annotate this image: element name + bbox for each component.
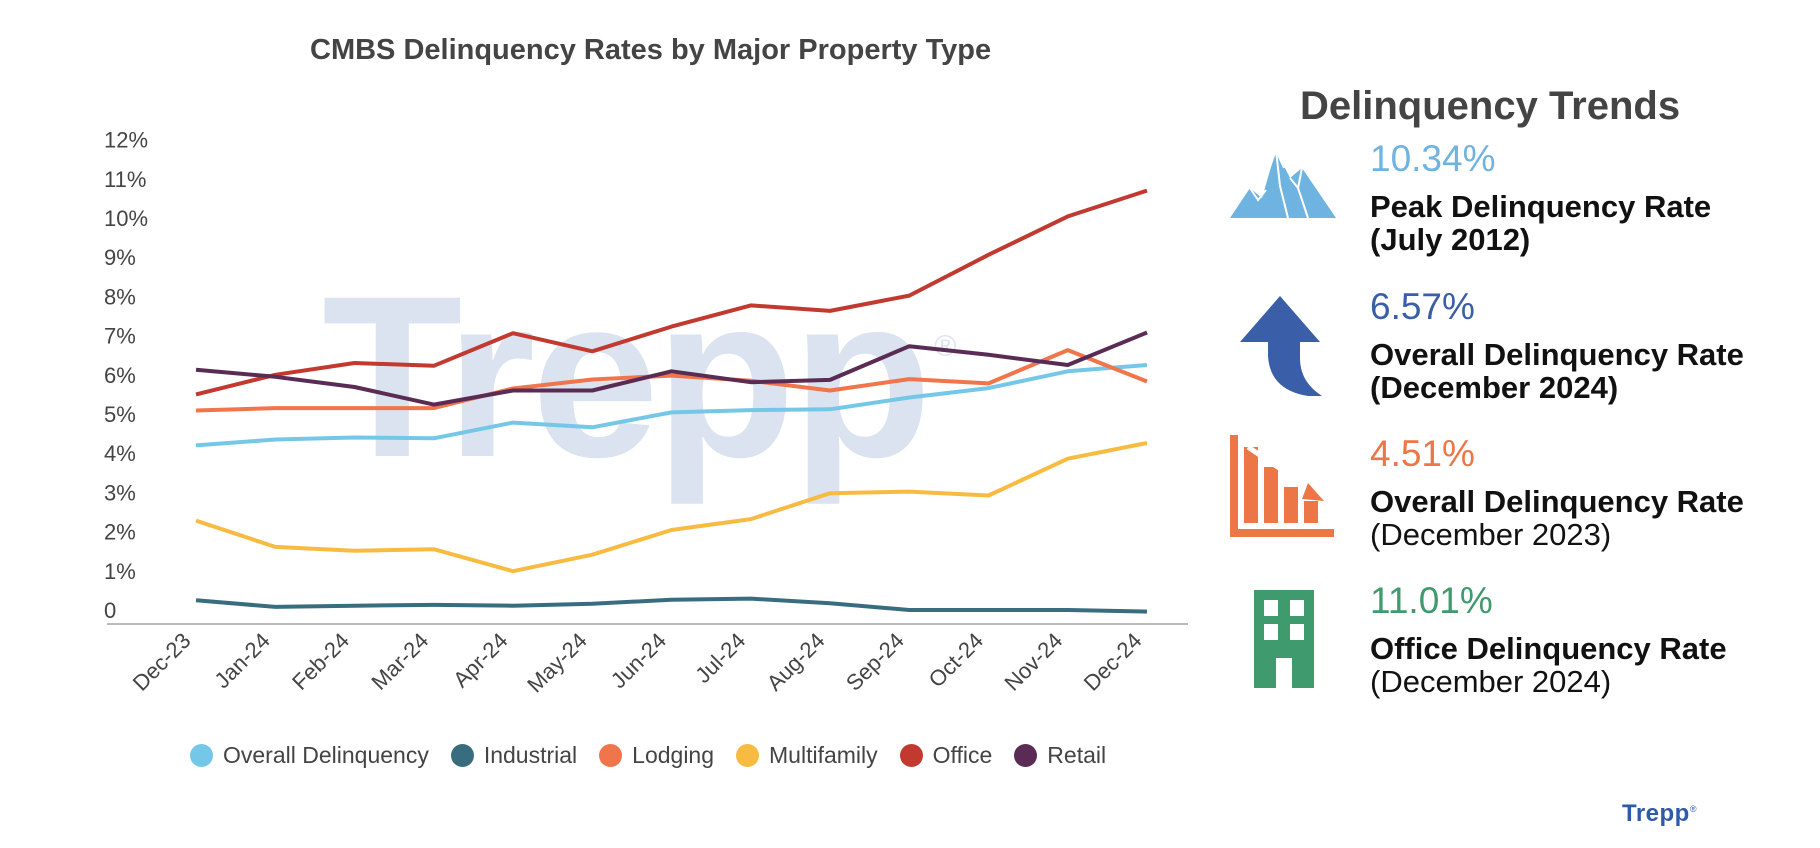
- y-tick-label: 0: [104, 598, 116, 623]
- x-tick-label: Dec-23: [128, 628, 196, 696]
- y-tick-label: 2%: [104, 520, 136, 545]
- stat-value: 4.51%: [1370, 433, 1475, 474]
- legend-item: Retail: [1014, 742, 1106, 769]
- x-tick-label: Jun-24: [606, 628, 671, 693]
- x-tick-label: Dec-24: [1079, 628, 1147, 696]
- legend-marker: [190, 744, 213, 767]
- stat-label: Overall Delinquency Rate (December 2023): [1370, 484, 1744, 552]
- x-tick-label: Oct-24: [924, 628, 988, 692]
- y-tick-label: 12%: [104, 128, 148, 153]
- y-tick-label: 5%: [104, 402, 136, 427]
- stat-label: Peak Delinquency Rate (July 2012): [1370, 189, 1712, 257]
- stat-value: 11.01%: [1370, 580, 1493, 621]
- series-line-lodging: [195, 348, 1148, 413]
- series-line-multifamily: [195, 441, 1148, 574]
- declining-bar-chart-icon: [1230, 435, 1334, 537]
- legend-marker: [736, 744, 760, 767]
- series-line-retail: [195, 330, 1148, 407]
- legend-marker: [450, 744, 474, 767]
- mountain-peak-icon: [1230, 147, 1336, 219]
- chart-title: CMBS Delinquency Rates by Major Property…: [310, 34, 992, 66]
- y-tick-label: 6%: [104, 363, 136, 388]
- x-tick-label: Jul-24: [690, 628, 750, 688]
- legend-item: Industrial: [450, 742, 578, 769]
- stat-value: 10.34%: [1370, 138, 1496, 179]
- x-tick-label: Nov-24: [999, 628, 1067, 696]
- chart-legend: Overall Delinquency Industrial Lodging Mult…: [190, 742, 1106, 769]
- legend-label: Multifamily: [769, 742, 878, 768]
- legend-label: Retail: [1047, 742, 1107, 768]
- stat-label: Overall Delinquency Rate (December 2024): [1370, 337, 1744, 405]
- y-tick-label: 8%: [104, 284, 136, 309]
- legend-marker: [599, 744, 623, 767]
- x-tick-label: Sep-24: [841, 628, 909, 696]
- y-tick-label: 9%: [104, 245, 136, 270]
- arrow-up-icon: [1240, 296, 1322, 396]
- office-building-icon: [1254, 590, 1314, 688]
- y-tick-label: 7%: [104, 324, 136, 349]
- x-tick-label: May-24: [522, 628, 592, 698]
- legend-marker: [899, 744, 923, 767]
- legend-item: Office: [899, 742, 993, 769]
- y-tick-label: 3%: [104, 480, 136, 505]
- brand-logo: Trepp®: [1622, 800, 1697, 827]
- x-tick-label: Mar-24: [366, 628, 433, 695]
- panel-title: Delinquency Trends: [1300, 84, 1681, 128]
- x-tick-label: Aug-24: [762, 628, 830, 696]
- legend-label: Industrial: [483, 742, 578, 768]
- y-tick-label: 10%: [104, 206, 148, 231]
- legend-item: Overall Delinquency: [190, 742, 429, 769]
- legend-label: Lodging: [632, 742, 715, 768]
- x-tick-label: Jan-24: [210, 628, 275, 693]
- series-line-industrial: [195, 596, 1148, 614]
- legend-item: Lodging: [599, 742, 714, 769]
- y-tick-label: 11%: [104, 167, 146, 192]
- series-line-office: [195, 188, 1148, 397]
- series-line-overall-delinquency: [195, 363, 1148, 448]
- legend-label: Office: [932, 742, 993, 768]
- legend-label: Overall Delinquency: [223, 742, 429, 768]
- x-tick-label: Feb-24: [287, 628, 354, 695]
- legend-item: Multifamily: [736, 742, 878, 769]
- x-tick-label: Apr-24: [448, 628, 512, 692]
- stat-label: Office Delinquency Rate (December 2024): [1370, 631, 1727, 699]
- legend-marker: [1014, 744, 1038, 767]
- stat-value: 6.57%: [1370, 286, 1475, 327]
- y-tick-label: 1%: [104, 559, 136, 584]
- y-tick-label: 4%: [104, 441, 136, 466]
